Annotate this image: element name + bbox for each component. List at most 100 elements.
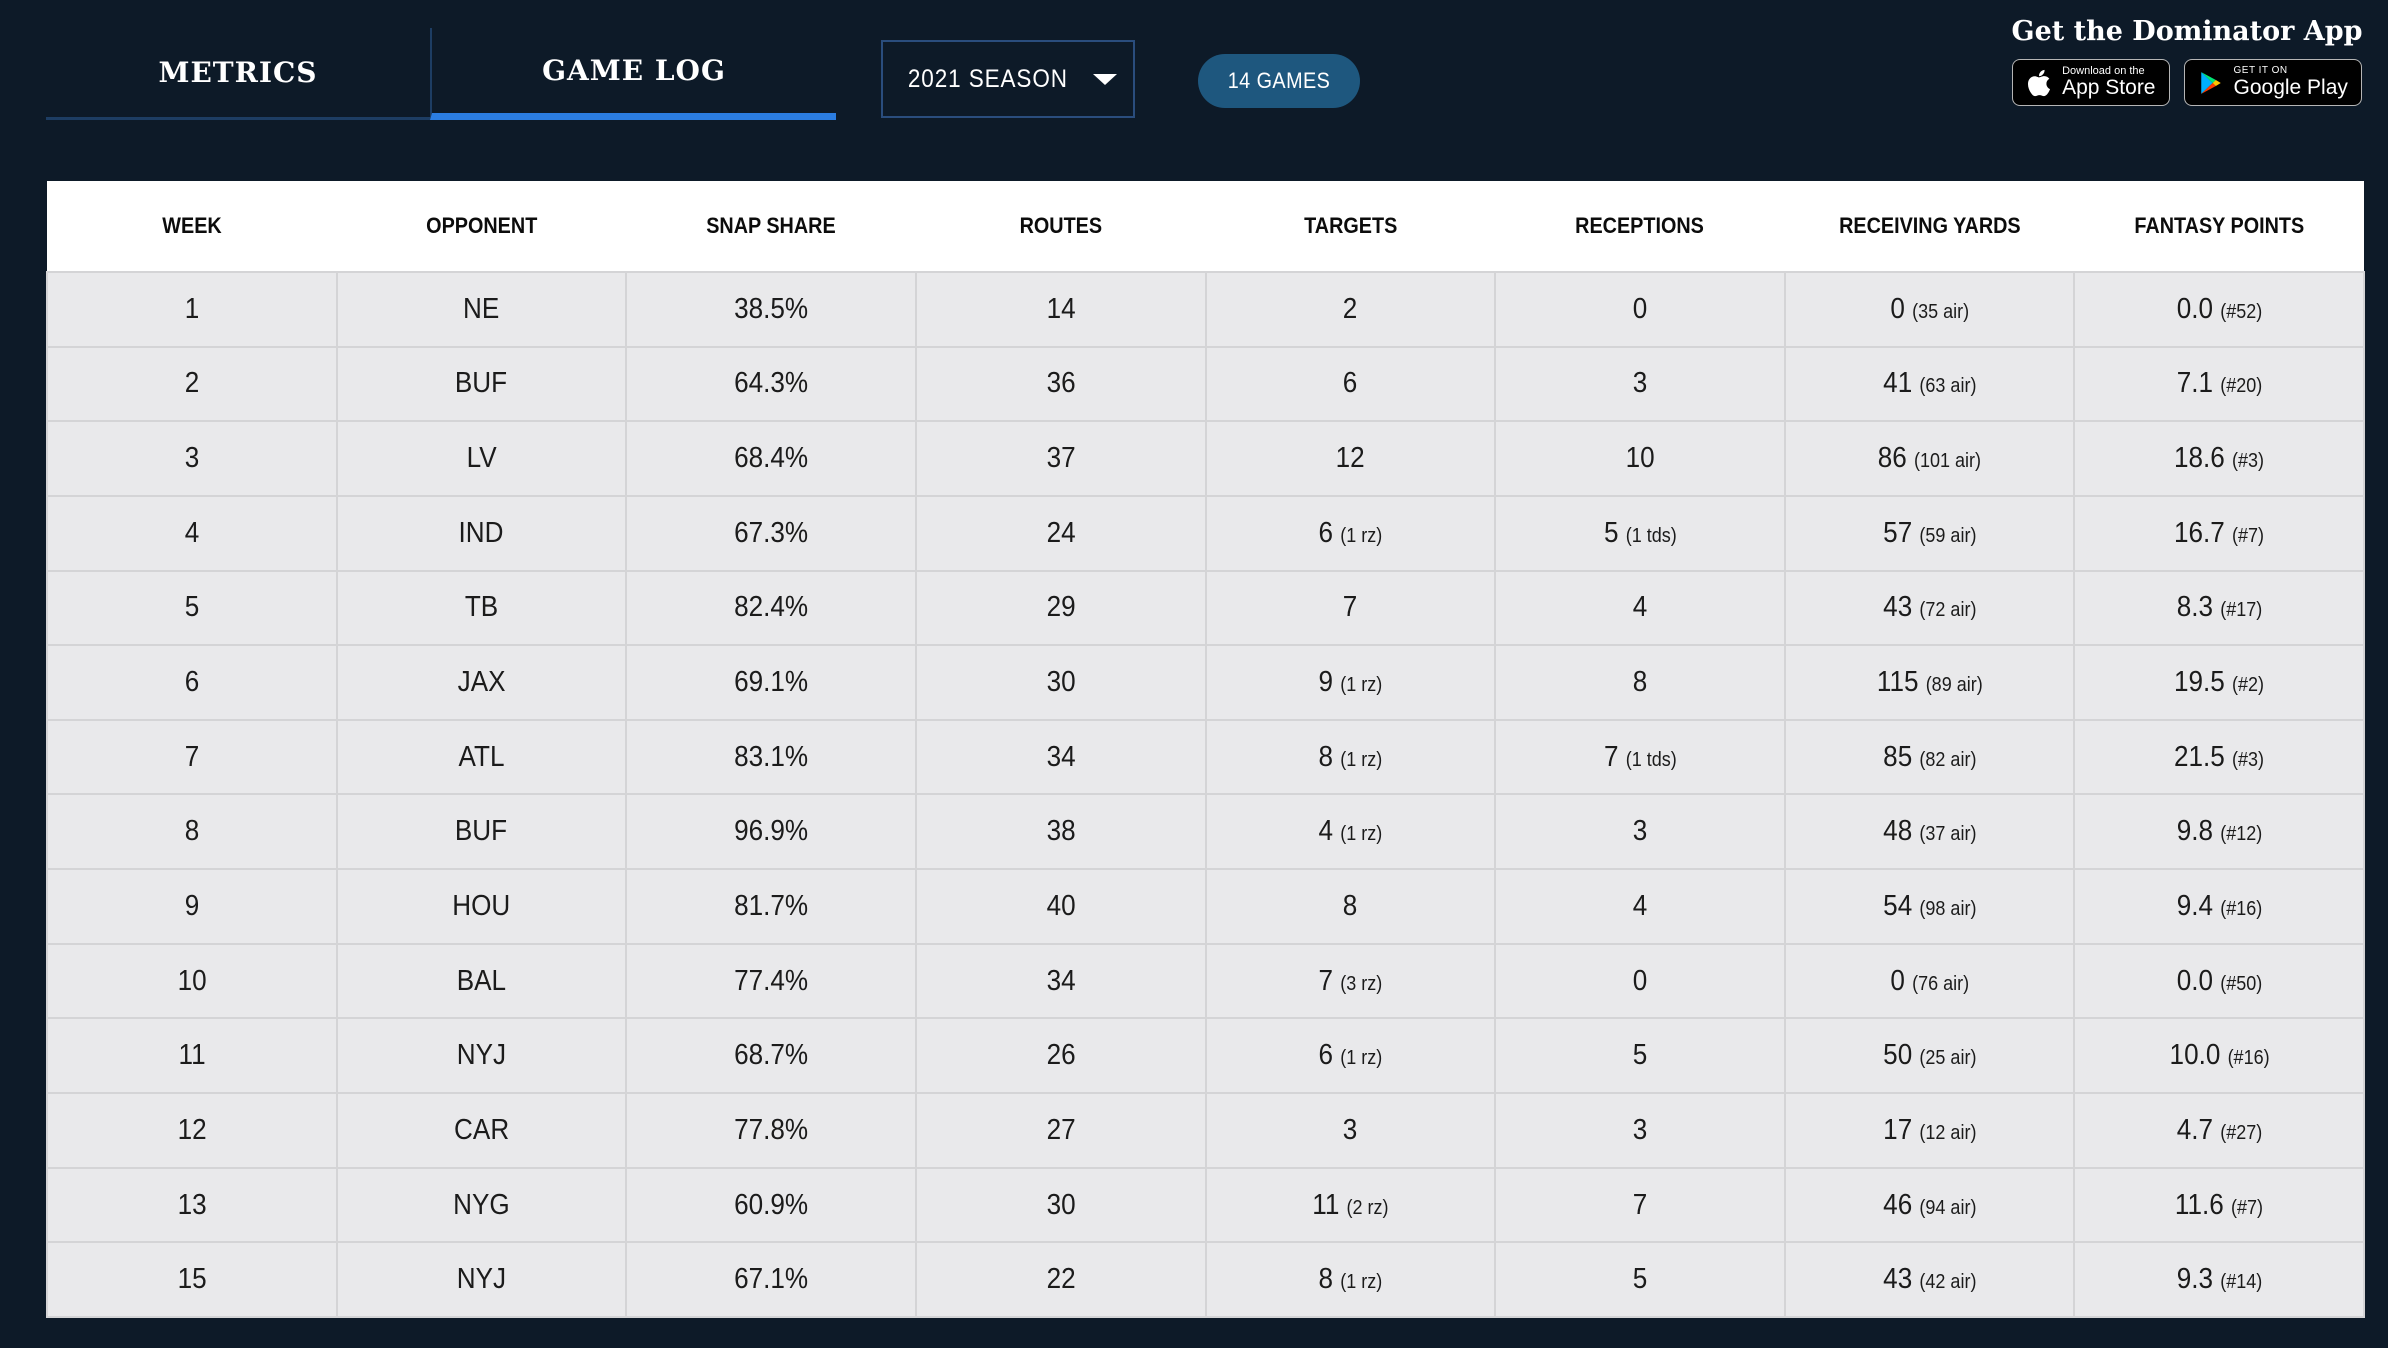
cell-receiving-yards: 41 (63 air) xyxy=(1783,345,2076,423)
column-header-opponent: OPPONENT xyxy=(337,181,627,272)
cell-value: 0 xyxy=(1890,292,1905,325)
cell-note: (#7) xyxy=(2231,1196,2264,1219)
cell-note: (42 air) xyxy=(1919,1271,1977,1294)
season-dropdown[interactable]: 2021 SEASON xyxy=(881,40,1135,118)
cell-value: 38.5% xyxy=(734,292,809,325)
cell-fantasy-points: 0.0 (#50) xyxy=(2073,942,2365,1020)
cell-note: (35 air) xyxy=(1911,300,1969,323)
cell-value: 13 xyxy=(177,1188,207,1221)
google-play-button[interactable]: GET IT ON Google Play xyxy=(2183,59,2362,106)
cell-targets: 3 xyxy=(1204,1092,1497,1169)
cell-content: LV xyxy=(466,442,496,475)
cell-content: 30 xyxy=(1046,666,1075,699)
cell-note: (59 air) xyxy=(1919,524,1977,547)
cell-content: 57 (59 air) xyxy=(1883,517,1976,550)
column-header-routes: ROUTES xyxy=(916,181,1206,272)
cell-content: 0.0 (#52) xyxy=(2176,293,2262,326)
cell-note: (101 air) xyxy=(1914,450,1982,473)
cell-value: 11 xyxy=(1312,1188,1340,1221)
cell-content: 82.4% xyxy=(734,591,808,624)
app-store-tagline: Download on the xyxy=(2062,64,2145,77)
cell-content: 50 (25 air) xyxy=(1883,1039,1976,1072)
header-row: WEEK OPPONENT SNAP SHARE ROUTES TARGETS RECEP… xyxy=(47,181,2364,272)
cell-snap-share: 60.9% xyxy=(625,1166,917,1244)
tab-metrics[interactable]: METRICS xyxy=(46,28,430,120)
cell-content: 14 xyxy=(1046,293,1075,326)
cell-receiving-yards: 17 (12 air) xyxy=(1783,1092,2076,1169)
cell-value: 9.3 xyxy=(2176,1263,2213,1296)
cell-routes: 26 xyxy=(914,1017,1207,1095)
cell-value: 0.0 xyxy=(2176,292,2213,325)
tab-game-log[interactable]: GAME LOG xyxy=(430,28,836,120)
table-row: 13 NYG 60.9% 30 11 (2 rz) 7 46 (94 air) 11.6 (#7) xyxy=(46,1166,2365,1244)
cell-opponent: BAL xyxy=(335,942,628,1020)
cell-content: 11 xyxy=(178,1039,205,1072)
cell-content: 11 (2 rz) xyxy=(1312,1189,1388,1222)
cell-note: (#16) xyxy=(2219,897,2262,920)
column-header-targets: TARGETS xyxy=(1206,181,1496,272)
table-row: 1 NE 38.5% 14 2 0 0 (35 air) 0.0 (#52) xyxy=(46,271,2365,348)
cell-content: NYG xyxy=(453,1189,510,1222)
cell-value: 7 xyxy=(1632,1188,1648,1221)
cell-receiving-yards: 0 (35 air) xyxy=(1783,271,2076,348)
cell-value: 96.9% xyxy=(734,815,809,848)
cell-note: (1 rz) xyxy=(1340,823,1383,846)
cell-fantasy-points: 10.0 (#16) xyxy=(2073,1017,2365,1095)
cell-content: NYJ xyxy=(457,1039,506,1072)
cell-value: 86 xyxy=(1877,442,1907,475)
cell-content: 6 (1 rz) xyxy=(1318,1039,1382,1072)
cell-content: 10 xyxy=(1625,442,1654,475)
cell-content: 3 xyxy=(1633,1114,1648,1147)
cell-routes: 22 xyxy=(914,1241,1207,1318)
cell-value: 57 xyxy=(1882,516,1912,549)
cell-note: (1 rz) xyxy=(1340,674,1383,697)
cell-snap-share: 96.9% xyxy=(625,793,917,871)
cell-content: 8 (1 rz) xyxy=(1318,741,1382,774)
app-store-name: App Store xyxy=(2062,76,2156,100)
cell-content: 3 xyxy=(185,442,200,475)
cell-snap-share: 67.1% xyxy=(625,1241,917,1318)
cell-value: 21.5 xyxy=(2174,740,2225,773)
app-store-button[interactable]: Download on the App Store xyxy=(2012,59,2170,106)
cell-value: 17 xyxy=(1882,1113,1912,1146)
cell-value: 26 xyxy=(1046,1039,1076,1072)
cell-value: 19.5 xyxy=(2174,666,2225,699)
cell-value: 4 xyxy=(1632,889,1648,922)
cell-content: 10.0 (#16) xyxy=(2169,1039,2269,1072)
cell-snap-share: 82.4% xyxy=(625,569,917,647)
cell-value: 12 xyxy=(177,1113,207,1146)
cell-fantasy-points: 0.0 (#52) xyxy=(2073,271,2365,348)
cell-content: 27 xyxy=(1046,1114,1075,1147)
cell-value: 40 xyxy=(1046,889,1076,922)
cell-content: 38 xyxy=(1046,815,1075,848)
cell-receptions: 4 xyxy=(1494,868,1786,945)
cell-content: 13 xyxy=(177,1189,206,1222)
cell-value: 3 xyxy=(184,442,200,475)
cell-routes: 30 xyxy=(914,1166,1207,1244)
cell-week: 10 xyxy=(46,942,338,1020)
cell-value: 10 xyxy=(177,964,207,997)
cell-targets: 2 xyxy=(1204,271,1497,348)
cell-content: JAX xyxy=(458,666,506,699)
cell-content: 12 xyxy=(177,1114,206,1147)
cell-content: 43 (42 air) xyxy=(1883,1263,1976,1296)
cell-content: 68.7% xyxy=(734,1039,808,1072)
cell-value: 15 xyxy=(177,1263,207,1296)
cell-content: 8.3 (#17) xyxy=(2176,591,2262,624)
table-body: 1 NE 38.5% 14 2 0 0 (35 air) 0.0 (#52) 2 BUF 64.3% 36… xyxy=(46,271,2365,1318)
cell-content: 9 (1 rz) xyxy=(1318,666,1382,699)
cell-content: 7 (1 tds) xyxy=(1604,741,1677,774)
cell-content: BUF xyxy=(455,815,507,848)
cell-value: 24 xyxy=(1046,516,1076,549)
cell-content: 6 xyxy=(185,666,200,699)
cell-receiving-yards: 43 (42 air) xyxy=(1783,1241,2076,1318)
cell-value: 8 xyxy=(184,815,200,848)
cell-value: 50 xyxy=(1882,1039,1912,1072)
cell-value: 68.7% xyxy=(734,1039,809,1072)
cell-value: 8 xyxy=(1318,740,1333,773)
cell-value: 67.1% xyxy=(734,1263,809,1296)
cell-value: 43 xyxy=(1882,591,1912,624)
cell-receptions: 7 xyxy=(1494,1166,1786,1244)
cell-value: NYJ xyxy=(456,1039,507,1072)
